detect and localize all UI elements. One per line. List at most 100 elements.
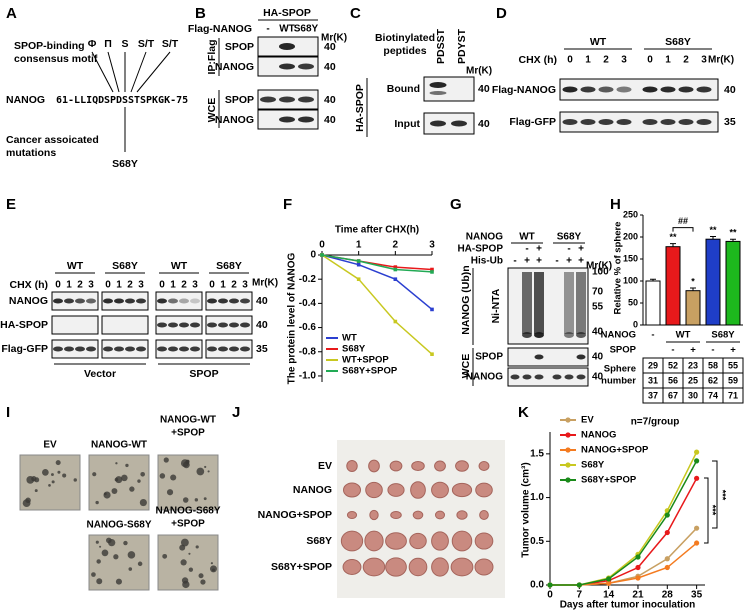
label: Input [394,118,420,130]
label: CHX (h) [10,279,49,291]
blot [423,76,475,102]
point [576,582,582,588]
point [547,582,553,588]
band [207,322,217,328]
band [114,298,124,304]
label: 1 [220,280,226,291]
tumor [385,557,407,577]
band [64,298,74,304]
table-cell: 37 [648,390,658,400]
error-bar [670,243,676,247]
point [393,277,398,281]
band [678,86,694,93]
label: Biotinylated [375,32,435,44]
label: 1 [66,280,72,291]
tumor [478,461,490,471]
panel-label: F [283,196,292,213]
sphere [163,457,169,463]
legend-label: NANOG [581,430,616,441]
legend-label: S68Y+SPOP [342,366,398,377]
legend-marker [565,462,571,468]
label: SPOP [610,345,637,356]
tumor [390,510,402,520]
y-tick-label: -0.8 [299,346,317,357]
mw-marker: 100 [592,267,609,278]
point [356,262,361,267]
label: SPOP [225,94,254,106]
blot [101,315,149,335]
tumor [364,530,384,552]
label: WT [67,260,84,272]
sphere [92,472,97,477]
y-tick-label: 0 [310,250,316,261]
table-cell: 30 [688,390,698,400]
label: mutations [6,147,56,159]
mw-marker: 40 [724,84,736,96]
table-cell: 31 [648,375,658,385]
panel-label: H [610,196,621,213]
point [635,564,641,571]
tumor [369,509,379,521]
label: S68Y [557,232,582,243]
label: Mr(K) [708,55,734,66]
label: consensus motif [14,53,98,65]
label: - [555,256,558,267]
x-tick-label: 28 [662,590,674,601]
table-cell: 74 [708,390,718,400]
y-tick-label: 0.0 [530,580,544,591]
band [168,322,178,328]
label: 0 [209,280,215,291]
sphere [91,572,96,577]
band [552,374,562,380]
y-tick-label: 50 [628,297,638,307]
band [510,374,520,380]
point [694,540,700,546]
sphere [139,498,147,507]
panel-label: A [6,5,17,22]
sphere [62,473,67,478]
sphere [180,538,189,547]
band [207,298,217,304]
sphere [182,497,189,503]
tumor [346,510,358,520]
label: peptides [383,45,426,57]
sphere [22,499,31,508]
label: SPOP-binding [14,40,85,52]
label: HA-SPOP [0,319,48,331]
label: - [567,244,570,255]
y-tick-label: 0 [633,319,638,329]
label: Flag-NANOG [492,84,556,96]
label: + [536,256,542,267]
label: Days after tumor inoculation [560,600,696,611]
band [168,298,178,304]
band [207,346,217,352]
band [279,96,295,103]
label: 2 [127,280,133,291]
point [694,525,700,531]
motif-residue: S/T [162,38,179,50]
band [616,86,632,93]
point [393,265,398,269]
tumor [368,459,380,473]
point [320,253,324,257]
band [522,332,532,338]
point [694,449,700,455]
label: 0 [647,55,653,66]
band [218,322,228,328]
tumor [362,557,386,577]
sphere [114,477,119,482]
motif-link [107,51,120,93]
label: WCE [206,98,218,123]
band [179,322,189,328]
sphere [196,467,205,476]
label: + [578,244,584,255]
sphere [95,500,99,505]
series-line [321,254,433,311]
sphere [200,579,206,585]
mw-marker: 40 [478,83,490,95]
band [53,298,63,304]
label: HA-SPOP [457,244,503,255]
blot [51,315,99,335]
band [229,298,239,304]
sphere [113,554,119,560]
